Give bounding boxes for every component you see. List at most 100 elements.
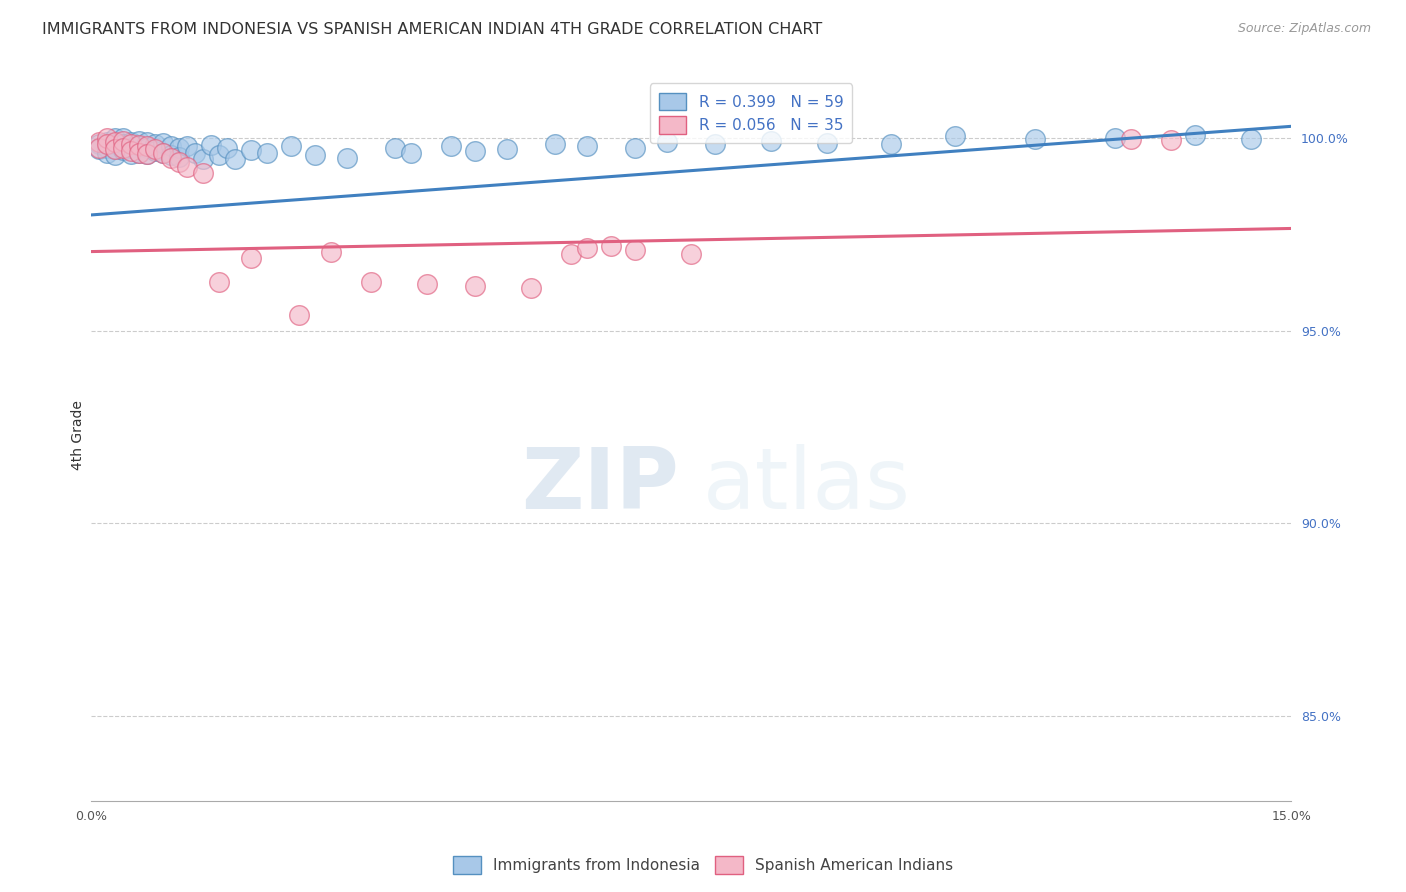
- Point: [128, 146, 150, 161]
- Point: [1121, 131, 1143, 145]
- Point: [111, 134, 134, 148]
- Text: IMMIGRANTS FROM INDONESIA VS SPANISH AMERICAN INDIAN 4TH GRADE CORRELATION CHART: IMMIGRANTS FROM INDONESIA VS SPANISH AME…: [42, 22, 823, 37]
- Point: [87, 136, 110, 151]
- Point: [167, 140, 190, 154]
- Point: [128, 137, 150, 152]
- Point: [191, 152, 214, 166]
- Point: [440, 138, 463, 153]
- Point: [560, 246, 582, 260]
- Point: [111, 131, 134, 145]
- Point: [176, 160, 198, 174]
- Point: [120, 147, 142, 161]
- Point: [96, 131, 118, 145]
- Point: [120, 145, 142, 159]
- Point: [943, 128, 966, 143]
- Point: [184, 146, 207, 161]
- Point: [600, 239, 623, 253]
- Point: [104, 148, 127, 162]
- Point: [104, 143, 127, 157]
- Point: [319, 244, 342, 259]
- Point: [224, 152, 246, 166]
- Point: [167, 154, 190, 169]
- Point: [704, 136, 727, 151]
- Point: [304, 148, 326, 162]
- Point: [167, 150, 190, 164]
- Point: [215, 140, 238, 154]
- Point: [120, 135, 142, 149]
- Point: [336, 151, 359, 165]
- Text: ZIP: ZIP: [522, 444, 679, 527]
- Point: [120, 140, 142, 154]
- Point: [544, 136, 567, 151]
- Legend: R = 0.399   N = 59, R = 0.056   N = 35: R = 0.399 N = 59, R = 0.056 N = 35: [650, 84, 852, 144]
- Point: [200, 137, 222, 152]
- Point: [1024, 131, 1046, 145]
- Point: [191, 166, 214, 180]
- Point: [96, 140, 118, 154]
- Point: [143, 142, 166, 156]
- Point: [655, 135, 678, 149]
- Text: Source: ZipAtlas.com: Source: ZipAtlas.com: [1237, 22, 1371, 36]
- Point: [87, 135, 110, 149]
- Point: [135, 147, 157, 161]
- Point: [159, 151, 181, 165]
- Point: [176, 139, 198, 153]
- Point: [416, 277, 439, 292]
- Point: [399, 146, 422, 161]
- Point: [464, 279, 486, 293]
- Y-axis label: 4th Grade: 4th Grade: [72, 400, 86, 469]
- Point: [159, 138, 181, 153]
- Point: [87, 140, 110, 154]
- Point: [239, 251, 262, 265]
- Point: [280, 139, 302, 153]
- Point: [135, 140, 157, 154]
- Point: [208, 148, 231, 162]
- Point: [143, 136, 166, 151]
- Point: [96, 136, 118, 151]
- Point: [384, 140, 406, 154]
- Point: [152, 146, 174, 161]
- Point: [759, 134, 782, 148]
- Point: [880, 136, 903, 151]
- Point: [288, 308, 311, 322]
- Point: [1104, 131, 1126, 145]
- Point: [111, 140, 134, 154]
- Point: [111, 136, 134, 151]
- Point: [208, 276, 231, 290]
- Point: [1160, 133, 1182, 147]
- Text: atlas: atlas: [703, 444, 911, 527]
- Point: [464, 145, 486, 159]
- Point: [815, 136, 838, 150]
- Point: [120, 136, 142, 151]
- Point: [239, 143, 262, 157]
- Point: [575, 241, 598, 255]
- Point: [128, 139, 150, 153]
- Point: [135, 147, 157, 161]
- Point: [87, 143, 110, 157]
- Point: [143, 145, 166, 159]
- Point: [135, 135, 157, 149]
- Point: [96, 135, 118, 149]
- Point: [360, 276, 382, 290]
- Point: [624, 243, 647, 257]
- Point: [152, 145, 174, 160]
- Point: [520, 281, 543, 295]
- Point: [128, 134, 150, 148]
- Point: [104, 136, 127, 151]
- Point: [128, 145, 150, 160]
- Point: [104, 142, 127, 156]
- Legend: Immigrants from Indonesia, Spanish American Indians: Immigrants from Indonesia, Spanish Ameri…: [447, 850, 959, 880]
- Point: [111, 143, 134, 157]
- Point: [1184, 128, 1206, 142]
- Point: [152, 136, 174, 150]
- Point: [159, 148, 181, 162]
- Point: [496, 143, 519, 157]
- Point: [256, 146, 278, 161]
- Point: [575, 139, 598, 153]
- Point: [624, 140, 647, 154]
- Point: [104, 131, 127, 145]
- Point: [1240, 131, 1263, 145]
- Point: [135, 139, 157, 153]
- Point: [679, 246, 702, 260]
- Point: [96, 146, 118, 161]
